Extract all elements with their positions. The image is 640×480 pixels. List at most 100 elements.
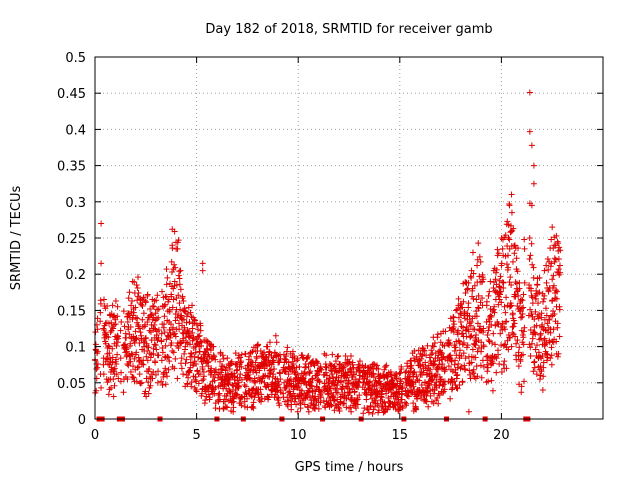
data-point [498, 235, 505, 241]
data-point [366, 378, 373, 385]
data-point [253, 355, 260, 362]
data-point [413, 353, 420, 360]
data-point [124, 376, 131, 383]
y-tick-label: 0.5 [65, 51, 86, 66]
data-point [283, 348, 290, 355]
data-point [158, 357, 165, 364]
data-point [107, 329, 114, 336]
data-point [383, 390, 390, 397]
data-point [543, 350, 550, 357]
data-point [129, 278, 136, 285]
data-point [518, 352, 525, 359]
data-point [423, 352, 430, 359]
data-point [152, 310, 159, 317]
data-point [541, 292, 548, 299]
data-point [94, 348, 101, 355]
data-point [497, 288, 504, 295]
data-point [407, 363, 414, 370]
data-point [416, 377, 423, 384]
outlier-point [199, 267, 206, 274]
data-point [192, 374, 199, 381]
y-tick-label: 0.35 [57, 160, 86, 175]
data-point [480, 363, 487, 370]
data-point [351, 388, 358, 395]
data-point [426, 354, 433, 361]
data-point [246, 353, 253, 360]
data-point [307, 379, 314, 386]
data-point [375, 366, 382, 373]
data-point [273, 339, 280, 346]
data-point [468, 318, 475, 325]
data-point [257, 398, 264, 405]
data-point [413, 406, 420, 413]
data-point [258, 391, 265, 398]
data-point [94, 360, 101, 367]
data-point [247, 376, 254, 383]
data-point [175, 320, 182, 327]
data-point [192, 317, 199, 324]
data-point [459, 341, 466, 348]
data-point [229, 381, 236, 388]
data-point [506, 236, 513, 243]
data-point [470, 270, 477, 277]
data-point [285, 359, 292, 366]
data-point [275, 381, 282, 388]
data-point [436, 392, 443, 399]
data-point [462, 355, 469, 362]
data-point [553, 287, 559, 294]
data-point [529, 294, 536, 301]
data-point [492, 276, 499, 283]
data-point [124, 313, 131, 320]
data-point [252, 359, 259, 366]
data-point [456, 338, 463, 345]
data-point [134, 284, 141, 291]
data-point [509, 324, 516, 331]
data-point [554, 320, 561, 327]
data-point [113, 371, 120, 378]
data-point [518, 383, 525, 390]
data-point [180, 337, 187, 344]
data-point [191, 316, 198, 323]
data-point [446, 339, 453, 346]
data-point [249, 403, 256, 410]
data-point [509, 258, 516, 265]
data-point [472, 342, 479, 349]
data-point [316, 379, 323, 386]
data-point [290, 360, 297, 367]
data-point [452, 357, 459, 364]
data-point [486, 338, 493, 345]
data-point [164, 353, 171, 360]
data-point [221, 381, 228, 388]
data-point [164, 373, 171, 380]
data-point [422, 379, 429, 386]
data-point [475, 304, 482, 311]
data-point [521, 245, 528, 252]
outlier-point [528, 142, 535, 149]
data-point [404, 363, 411, 370]
data-point [128, 350, 135, 357]
data-point [528, 311, 535, 318]
data-point [354, 396, 361, 403]
data-point [513, 255, 520, 262]
data-point [178, 365, 185, 372]
data-point [381, 399, 388, 406]
data-point [133, 349, 140, 356]
data-point [308, 376, 315, 383]
data-point [317, 399, 324, 406]
x-axis-label: GPS time / hours [295, 460, 404, 475]
data-point [364, 406, 371, 413]
data-point [163, 266, 170, 273]
data-point [135, 363, 142, 370]
data-point [534, 342, 541, 349]
data-point [488, 321, 495, 328]
data-point [411, 347, 418, 354]
data-point [517, 358, 524, 365]
data-point [533, 371, 540, 378]
data-point [177, 340, 184, 347]
data-point [131, 355, 138, 362]
data-point [143, 393, 150, 400]
data-point [138, 379, 145, 386]
data-point [427, 387, 434, 394]
data-point [250, 405, 257, 412]
outlier-point [506, 202, 513, 209]
